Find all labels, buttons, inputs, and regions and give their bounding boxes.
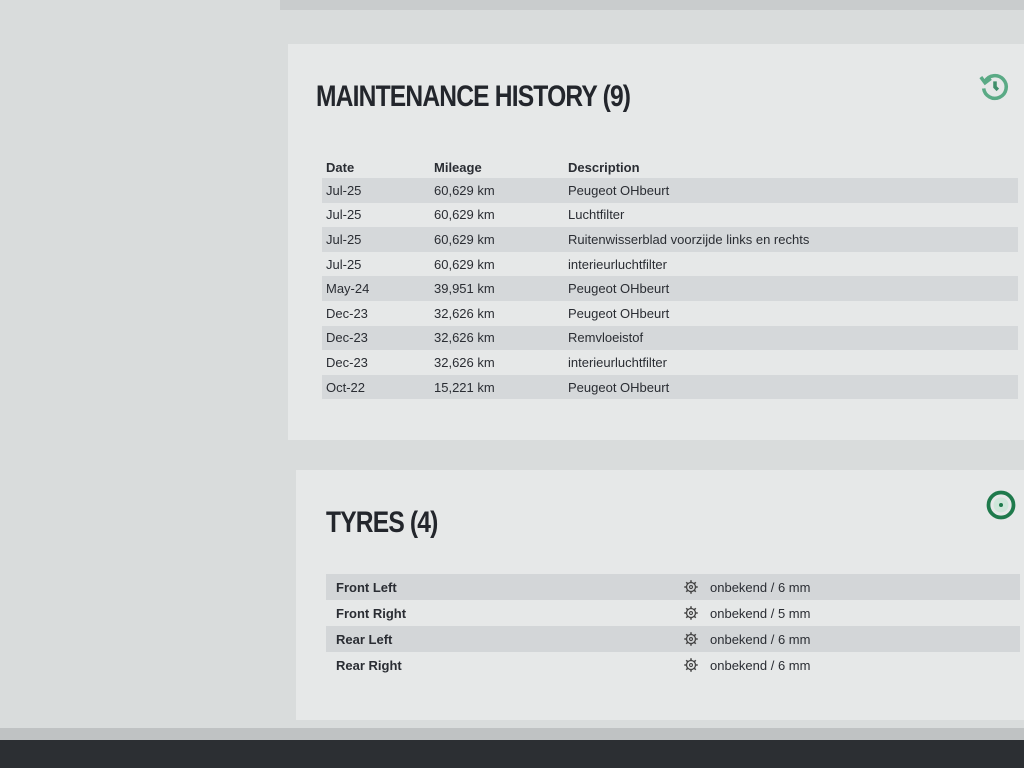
maintenance-title: MAINTENANCE HISTORY (9) (316, 80, 631, 113)
tyre-value: onbekend / 5 mm (710, 605, 811, 621)
tyre-icon[interactable] (986, 490, 1016, 520)
cell-mileage: 60,629 km (434, 182, 495, 198)
history-icon[interactable] (978, 70, 1012, 104)
cell-description: interieurluchtfilter (568, 354, 667, 370)
table-row: Dec-23 32,626 km Peugeot OHbeurt (322, 301, 1018, 326)
tyre-row: Front Right onbekend / 5 mm (326, 600, 1020, 626)
table-row: Jul-25 60,629 km interieurluchtfilter (322, 252, 1018, 277)
table-row: Dec-23 32,626 km Remvloeistof (322, 325, 1018, 351)
cell-mileage: 60,629 km (434, 231, 495, 247)
gear-icon (684, 606, 698, 620)
gear-icon (684, 658, 698, 672)
cell-description: Ruitenwisserblad voorzijde links en rech… (568, 231, 810, 247)
table-row: Jul-25 60,629 km Ruitenwisserblad voorzijd… (322, 227, 1018, 252)
cell-mileage: 60,629 km (434, 207, 495, 223)
tyre-position: Front Left (336, 579, 397, 595)
column-date: Date (326, 159, 355, 175)
column-mileage: Mileage (434, 159, 482, 175)
cell-mileage: 60,629 km (434, 256, 495, 272)
cell-date: Jul-25 (326, 207, 362, 223)
gear-icon (684, 632, 698, 646)
cell-mileage: 32,626 km (434, 305, 495, 321)
column-description: Description (568, 159, 640, 175)
tyres-title: TYRES (4) (326, 506, 438, 539)
tyre-row: Rear Left onbekend / 6 mm (326, 626, 1020, 652)
gear-icon (684, 580, 698, 594)
tyres-card: TYRES (4) Front Left onbekend / 6 mm Fron… (296, 470, 1024, 720)
cell-description: Remvloeistof (568, 330, 644, 346)
maintenance-table: Date Mileage Description Jul-25 60,629 km… (322, 156, 1018, 400)
cell-date: Jul-25 (326, 182, 362, 198)
table-row: Dec-23 32,626 km interieurluchtfilter (322, 350, 1018, 375)
cell-mileage: 32,626 km (434, 330, 495, 346)
tyre-value: onbekend / 6 mm (710, 631, 811, 647)
monitor-bezel (0, 740, 1024, 768)
cell-mileage: 39,951 km (434, 281, 495, 297)
maintenance-history-card: MAINTENANCE HISTORY (9) Date Mileage Des… (288, 44, 1024, 440)
cell-date: Dec-23 (326, 330, 368, 346)
tyre-position: Rear Right (336, 657, 402, 673)
table-header: Date Mileage Description (322, 156, 1018, 178)
cell-date: Jul-25 (326, 231, 362, 247)
tyre-value: onbekend / 6 mm (710, 657, 811, 673)
tyre-position: Front Right (336, 605, 407, 621)
screen-edge (0, 728, 1024, 740)
cell-description: Peugeot OHbeurt (568, 281, 670, 297)
cell-description: Peugeot OHbeurt (568, 379, 670, 395)
cell-date: Jul-25 (326, 256, 362, 272)
cell-date: Dec-23 (326, 354, 368, 370)
tyre-value: onbekend / 6 mm (710, 579, 811, 595)
cell-date: Oct-22 (326, 379, 366, 395)
table-row: May-24 39,951 km Peugeot OHbeurt (322, 276, 1018, 301)
cell-description: Luchtfilter (568, 207, 625, 223)
tyre-position: Rear Left (336, 631, 393, 647)
cell-description: Peugeot OHbeurt (568, 182, 670, 198)
cell-description: Peugeot OHbeurt (568, 305, 670, 321)
table-row: Jul-25 60,629 km Luchtfilter (322, 203, 1018, 228)
table-row: Oct-22 15,221 km Peugeot OHbeurt (322, 374, 1018, 400)
top-divider (280, 0, 1024, 10)
cell-description: interieurluchtfilter (568, 256, 667, 272)
tyre-row: Rear Right onbekend / 6 mm (326, 652, 1020, 678)
cell-mileage: 15,221 km (434, 379, 495, 395)
tyre-row: Front Left onbekend / 6 mm (326, 574, 1020, 600)
cell-date: Dec-23 (326, 305, 368, 321)
table-row: Jul-25 60,629 km Peugeot OHbeurt (322, 178, 1018, 203)
cell-mileage: 32,626 km (434, 354, 495, 370)
cell-date: May-24 (326, 281, 370, 297)
